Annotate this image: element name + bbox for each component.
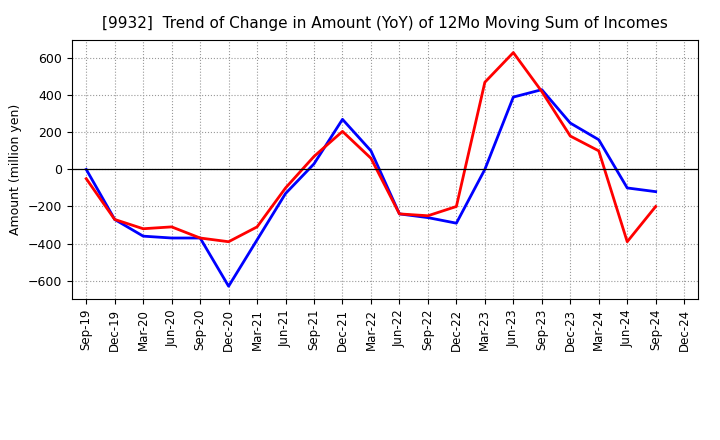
Title: [9932]  Trend of Change in Amount (YoY) of 12Mo Moving Sum of Incomes: [9932] Trend of Change in Amount (YoY) o… xyxy=(102,16,668,32)
Y-axis label: Amount (million yen): Amount (million yen) xyxy=(9,104,22,235)
Ordinary Income xyxy=(423,215,432,220)
Net Income xyxy=(196,235,204,241)
Ordinary Income xyxy=(652,189,660,194)
Ordinary Income xyxy=(537,87,546,92)
Net Income xyxy=(537,89,546,94)
Ordinary Income xyxy=(395,211,404,216)
Net Income xyxy=(423,213,432,218)
Line: Net Income: Net Income xyxy=(86,52,656,242)
Ordinary Income xyxy=(253,237,261,242)
Net Income xyxy=(82,176,91,181)
Net Income xyxy=(623,239,631,244)
Ordinary Income xyxy=(139,234,148,239)
Net Income xyxy=(139,226,148,231)
Ordinary Income xyxy=(480,167,489,172)
Ordinary Income xyxy=(452,220,461,226)
Net Income xyxy=(452,204,461,209)
Net Income xyxy=(225,239,233,244)
Ordinary Income xyxy=(595,137,603,143)
Net Income xyxy=(480,80,489,85)
Line: Ordinary Income: Ordinary Income xyxy=(86,90,656,286)
Net Income xyxy=(338,129,347,134)
Ordinary Income xyxy=(310,161,318,166)
Net Income xyxy=(395,211,404,216)
Ordinary Income xyxy=(509,95,518,100)
Net Income xyxy=(595,148,603,154)
Ordinary Income xyxy=(623,185,631,191)
Ordinary Income xyxy=(338,117,347,122)
Net Income xyxy=(110,217,119,222)
Ordinary Income xyxy=(366,148,375,154)
Net Income xyxy=(652,204,660,209)
Ordinary Income xyxy=(167,235,176,241)
Ordinary Income xyxy=(196,235,204,241)
Net Income xyxy=(253,224,261,230)
Net Income xyxy=(282,185,290,191)
Net Income xyxy=(167,224,176,230)
Net Income xyxy=(509,50,518,55)
Ordinary Income xyxy=(82,167,91,172)
Net Income xyxy=(566,133,575,139)
Ordinary Income xyxy=(282,191,290,196)
Ordinary Income xyxy=(225,284,233,289)
Ordinary Income xyxy=(110,217,119,222)
Net Income xyxy=(310,154,318,159)
Ordinary Income xyxy=(566,121,575,126)
Net Income xyxy=(366,156,375,161)
